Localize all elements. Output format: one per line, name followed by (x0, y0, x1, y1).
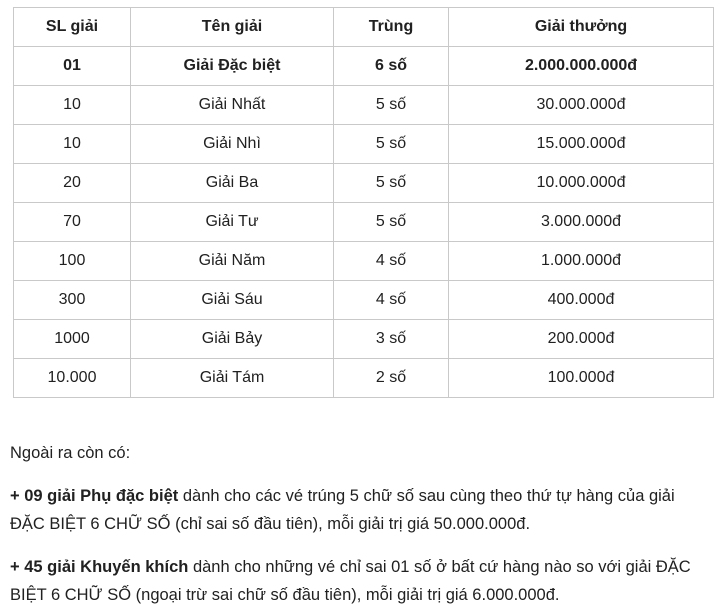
cell-reward: 2.000.000.000đ (448, 46, 714, 86)
notes-intro: Ngoài ra còn có: (10, 444, 131, 462)
cell-prize-name: Giải Đặc biệt (130, 46, 334, 86)
table-header-row: SL giải Tên giải Trùng Giải thưởng (13, 7, 714, 47)
cell-match: 5 số (333, 85, 449, 125)
table-row: 10 Giải Nhì 5 số 15.000.000đ (13, 124, 714, 164)
table-row: 100 Giải Năm 4 số 1.000.000đ (13, 241, 714, 281)
cell-reward: 100.000đ (448, 358, 714, 398)
cell-prize-name: Giải Sáu (130, 280, 334, 320)
cell-prize-name: Giải Nhất (130, 85, 334, 125)
cell-match: 6 số (333, 46, 449, 86)
table-row: 10 Giải Nhất 5 số 30.000.000đ (13, 85, 714, 125)
cell-reward: 30.000.000đ (448, 85, 714, 125)
note-item: + 09 giải Phụ đặc biệt dành cho các vé t… (10, 482, 710, 538)
header-giai-thuong: Giải thưởng (448, 7, 714, 47)
header-ten-giai: Tên giải (130, 7, 334, 47)
cell-reward: 10.000.000đ (448, 163, 714, 203)
table-row: 10.000 Giải Tám 2 số 100.000đ (13, 358, 714, 398)
cell-match: 2 số (333, 358, 449, 398)
note-emphasis: + 09 giải Phụ đặc biệt (10, 487, 179, 505)
cell-quantity: 20 (13, 163, 131, 203)
note-text: dành cho những vé chỉ sai 01 số ở bất cứ… (10, 558, 691, 604)
cell-reward: 1.000.000đ (448, 241, 714, 281)
cell-quantity: 300 (13, 280, 131, 320)
note-item: + 45 giải Khuyến khích dành cho những vé… (10, 553, 710, 604)
cell-reward: 3.000.000đ (448, 202, 714, 242)
cell-match: 4 số (333, 280, 449, 320)
cell-quantity: 10.000 (13, 358, 131, 398)
header-sl-giai: SL giải (13, 7, 131, 47)
cell-prize-name: Giải Năm (130, 241, 334, 281)
cell-prize-name: Giải Ba (130, 163, 334, 203)
table-row: 20 Giải Ba 5 số 10.000.000đ (13, 163, 714, 203)
note-emphasis: + 45 giải Khuyến khích (10, 558, 189, 576)
table-row: 70 Giải Tư 5 số 3.000.000đ (13, 202, 714, 242)
cell-reward: 200.000đ (448, 319, 714, 359)
table-row: 01 Giải Đặc biệt 6 số 2.000.000.000đ (13, 46, 714, 86)
cell-prize-name: Giải Tám (130, 358, 334, 398)
cell-quantity: 10 (13, 85, 131, 125)
lottery-prize-page: SL giải Tên giải Trùng Giải thưởng 01 Gi… (0, 7, 720, 604)
cell-prize-name: Giải Bảy (130, 319, 334, 359)
cell-quantity: 1000 (13, 319, 131, 359)
cell-match: 5 số (333, 202, 449, 242)
prize-table: SL giải Tên giải Trùng Giải thưởng 01 Gi… (13, 7, 714, 398)
cell-match: 5 số (333, 124, 449, 164)
cell-quantity: 70 (13, 202, 131, 242)
cell-match: 5 số (333, 163, 449, 203)
table-row: 1000 Giải Bảy 3 số 200.000đ (13, 319, 714, 359)
cell-quantity: 10 (13, 124, 131, 164)
cell-quantity: 100 (13, 241, 131, 281)
cell-reward: 15.000.000đ (448, 124, 714, 164)
cell-match: 4 số (333, 241, 449, 281)
cell-prize-name: Giải Nhì (130, 124, 334, 164)
cell-quantity: 01 (13, 46, 131, 86)
note-text: dành cho các vé trúng 5 chữ số sau cùng … (10, 487, 675, 533)
additional-prizes-notes: Ngoài ra còn có: + 09 giải Phụ đặc biệt … (10, 439, 710, 604)
cell-reward: 400.000đ (448, 280, 714, 320)
cell-prize-name: Giải Tư (130, 202, 334, 242)
header-trung: Trùng (333, 7, 449, 47)
cell-match: 3 số (333, 319, 449, 359)
table-row: 300 Giải Sáu 4 số 400.000đ (13, 280, 714, 320)
